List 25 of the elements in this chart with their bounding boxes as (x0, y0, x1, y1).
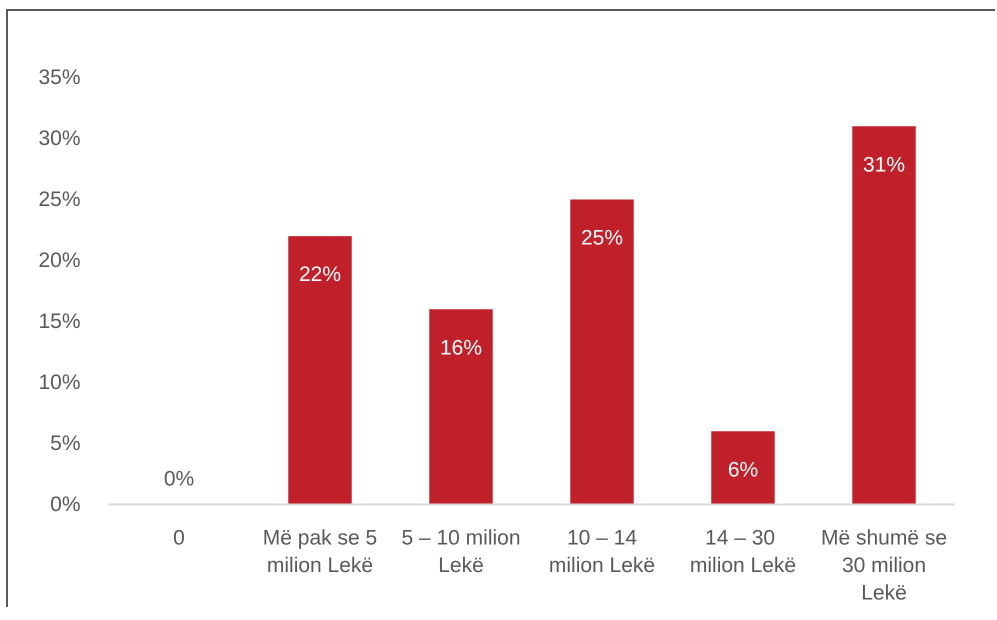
y-tick-label: 35% (38, 66, 80, 89)
data-label: 0% (164, 468, 194, 490)
y-tick-label: 30% (38, 127, 80, 150)
y-tick-label: 15% (38, 310, 80, 333)
y-tick-label: 25% (38, 188, 80, 211)
x-tick-label: 0 (173, 526, 185, 550)
x-tick-label: Më shumë se 30 milion Lekë (820, 526, 948, 605)
y-tick-label: 10% (38, 371, 80, 394)
y-tick-label: 0% (50, 493, 81, 516)
x-tick-label: Më pak se 5 milion Lekë (262, 526, 378, 578)
data-label: 25% (580, 226, 624, 250)
x-tick-label: 14 – 30 milion Lekë (690, 526, 796, 578)
bar (288, 236, 352, 504)
data-label: 16% (440, 336, 482, 360)
x-tick-label: 10 – 14 milion Lekë (548, 526, 656, 578)
data-label: 6% (728, 458, 758, 482)
y-tick-label: 20% (38, 249, 80, 272)
y-tick-label: 5% (50, 432, 81, 455)
x-tick-label: 5 – 10 milion Lekë (401, 526, 521, 578)
bar (570, 200, 634, 504)
data-label: 31% (862, 153, 906, 176)
bar (711, 431, 775, 504)
bar (429, 309, 493, 504)
bar (852, 126, 916, 504)
data-label: 22% (298, 263, 342, 286)
